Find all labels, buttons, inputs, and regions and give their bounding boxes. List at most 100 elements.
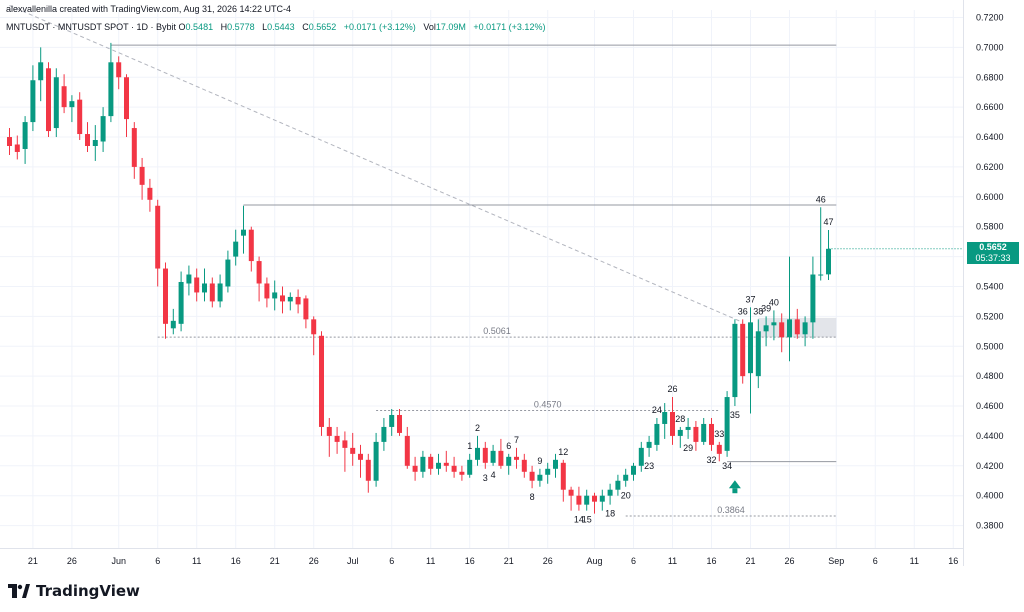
- candle-body: [607, 489, 613, 496]
- candle-body: [334, 435, 340, 442]
- candle-body: [350, 447, 356, 454]
- time-tick-label: 16: [465, 556, 475, 566]
- candle-body: [280, 295, 285, 302]
- price-tick-label: 0.5400: [976, 281, 1004, 291]
- price-tick-label: 0.5000: [976, 341, 1004, 351]
- candle-body: [46, 68, 51, 132]
- trendline: [9, 5, 743, 323]
- candle-body: [295, 296, 301, 305]
- time-tick-label: Sep: [828, 556, 844, 566]
- wave-count-label: 7: [514, 435, 519, 445]
- candle-body: [178, 281, 184, 324]
- candle-body: [701, 423, 707, 442]
- candle-body: [77, 99, 83, 135]
- close-label: C: [302, 22, 309, 32]
- bar-countdown: 05:37:33: [975, 252, 1011, 263]
- candle-body: [311, 319, 317, 335]
- candle-body: [155, 205, 161, 269]
- candle-body: [139, 166, 145, 185]
- candle-body: [428, 456, 434, 469]
- level-label: 0.5061: [483, 326, 511, 336]
- candle-body: [389, 414, 395, 427]
- time-tick-label: 11: [668, 556, 677, 566]
- candle-body: [358, 453, 363, 460]
- wave-count-label: 3: [483, 473, 488, 483]
- timestamp-text: Aug 31, 2026 14:22 UTC-4: [183, 4, 292, 14]
- open-label: O: [178, 22, 186, 32]
- volume-value: 17.09M: [435, 22, 466, 32]
- candle-body: [654, 423, 660, 445]
- candle-body: [685, 426, 691, 430]
- wave-count-label: 46: [816, 194, 826, 204]
- candle-body: [748, 322, 753, 374]
- time-tick-label: 26: [309, 556, 319, 566]
- wave-count-label: 32: [706, 455, 716, 465]
- wave-count-label: 28: [675, 414, 685, 424]
- brand[interactable]: TradingView: [8, 582, 140, 600]
- candle-body: [615, 480, 621, 490]
- price-tick-label: 0.6200: [976, 162, 1004, 172]
- candle-body: [264, 283, 270, 299]
- time-tick-label: 6: [631, 556, 636, 566]
- wave-count-label: 35: [730, 410, 740, 420]
- candle-body: [69, 101, 75, 108]
- time-tick-label: Aug: [586, 556, 602, 566]
- candle-body: [225, 259, 231, 287]
- candle-body: [287, 296, 293, 302]
- time-tick-label: 11: [192, 556, 201, 566]
- price-tick-label: 0.4600: [976, 401, 1004, 411]
- candle-body: [740, 323, 746, 377]
- candle-body: [342, 440, 348, 448]
- candle-body: [131, 128, 137, 167]
- candle-body: [319, 335, 324, 427]
- level-label: 0.4570: [534, 400, 562, 410]
- tradingview-logo-icon: [8, 584, 30, 598]
- candle-body: [233, 241, 239, 257]
- candle-body: [365, 459, 371, 481]
- candle-body: [545, 468, 551, 475]
- candle-body: [373, 441, 379, 481]
- candle-body: [475, 447, 480, 460]
- close-value: 0.5652: [308, 22, 337, 32]
- low-value: 0.5443: [267, 22, 295, 32]
- wave-count-label: 8: [530, 492, 535, 502]
- wave-count-label: 15: [582, 515, 592, 525]
- candle-body: [677, 429, 683, 436]
- candle-body: [537, 474, 543, 481]
- level-label: 0.3864: [717, 505, 745, 515]
- symbol-name[interactable]: MNTUSDT · MNTUSDT SPOT · 1D · Bybit: [6, 22, 177, 32]
- change-value: +0.0171 (+3.12%): [343, 22, 416, 32]
- price-tick-label: 0.7200: [976, 12, 1004, 22]
- candle-body: [490, 450, 496, 463]
- candle-body: [209, 283, 215, 302]
- chart-header: alexvallenilla created with TradingView.…: [6, 4, 291, 14]
- candle-body: [420, 456, 426, 472]
- breakout-arrow-icon: [728, 480, 741, 489]
- candle-body: [451, 465, 457, 472]
- price-chart[interactable]: 0.7200 0.7000 0.6800 0.6600 0.6400 0.6200 0.60…: [0, 0, 1024, 580]
- candle-body: [170, 320, 176, 329]
- candle-body: [397, 414, 402, 433]
- high-value: 0.5778: [227, 22, 255, 32]
- candle-body: [592, 495, 597, 502]
- price-tick-label: 0.7000: [976, 42, 1004, 52]
- candle-body: [202, 283, 207, 293]
- time-tick-label: 26: [67, 556, 77, 566]
- candle-body: [30, 80, 36, 123]
- high-label: H: [220, 22, 228, 32]
- price-tick-label: 0.5200: [976, 311, 1004, 321]
- candle-body: [787, 319, 792, 338]
- creator-text: alexvallenilla created with TradingView.…: [6, 4, 182, 14]
- time-tick-label: 6: [873, 556, 878, 566]
- time-tick-label: 21: [270, 556, 280, 566]
- price-tick-label: 0.4800: [976, 371, 1004, 381]
- wave-count-label: 26: [667, 384, 677, 394]
- candle-body: [217, 283, 223, 302]
- candle-body: [14, 144, 20, 152]
- low-label: L: [262, 22, 268, 32]
- price-tick-label: 0.4200: [976, 461, 1004, 471]
- candle-body: [22, 122, 28, 149]
- candle-body: [326, 426, 332, 436]
- candle-body: [529, 471, 535, 481]
- time-tick-label: Jun: [111, 556, 126, 566]
